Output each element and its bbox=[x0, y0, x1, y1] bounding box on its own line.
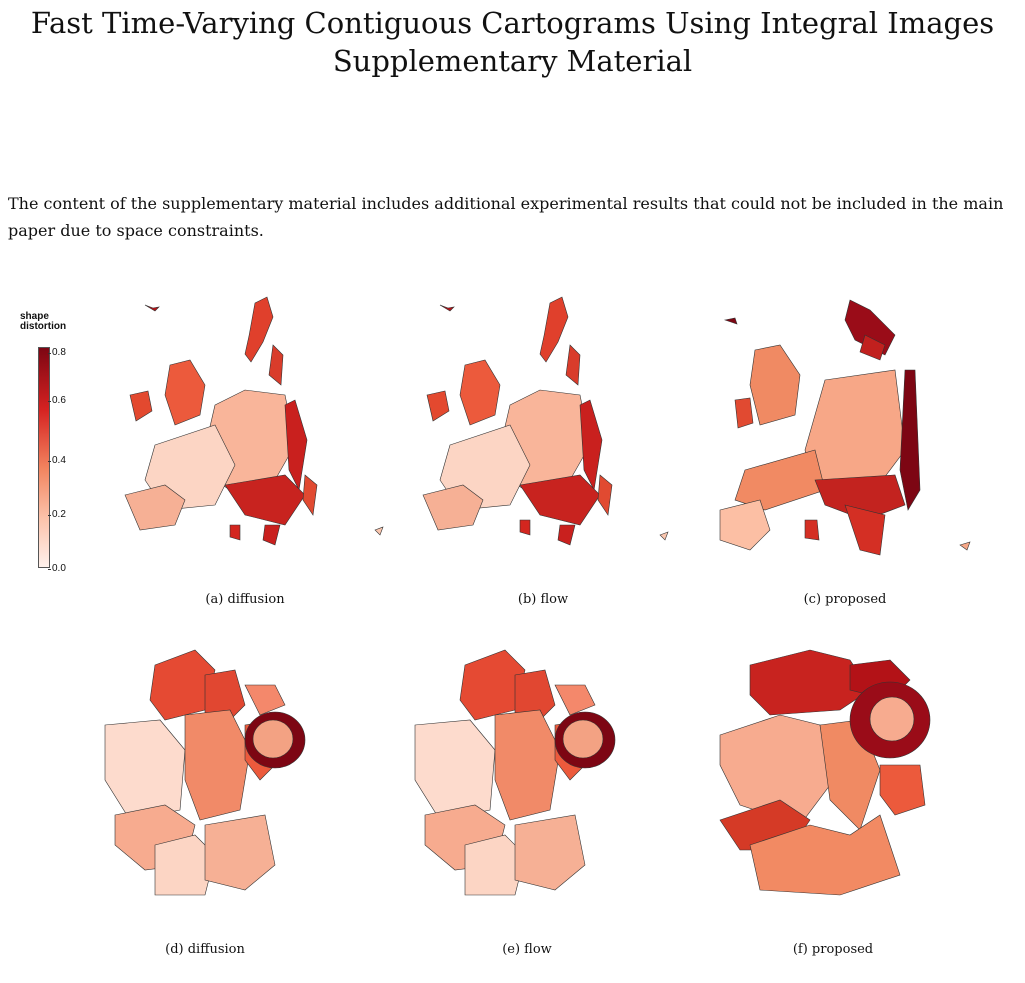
legend-tick-02: 0.2 bbox=[48, 509, 66, 520]
title-line-2: Supplementary Material bbox=[332, 44, 693, 78]
caption-d: (d) diffusion bbox=[165, 942, 245, 957]
legend-tick-00: 0.0 bbox=[48, 563, 66, 574]
map-europe-proposed bbox=[719, 299, 971, 556]
map-germany-flow bbox=[414, 649, 616, 896]
caption-e: (e) flow bbox=[502, 942, 552, 957]
legend-title-line-1: shape bbox=[20, 311, 49, 322]
caption-f: (f) proposed bbox=[792, 942, 874, 957]
legend-title-line-2: distortion bbox=[20, 321, 67, 332]
map-germany-diffusion bbox=[104, 649, 306, 896]
legend-tick-08: 0.8 bbox=[48, 347, 66, 358]
legend-tick-06: 0.6 bbox=[48, 395, 66, 406]
legend-tick-04: 0.4 bbox=[48, 455, 66, 466]
title-line-1: Fast Time-Varying Contiguous Cartograms … bbox=[30, 6, 995, 40]
map-europe-flow bbox=[422, 296, 669, 546]
intro-paragraph: The content of the supplementary materia… bbox=[8, 194, 1004, 240]
caption-c: (c) proposed bbox=[803, 592, 887, 607]
caption-b: (b) flow bbox=[517, 592, 569, 607]
caption-a: (a) diffusion bbox=[205, 592, 285, 607]
paper-title: Fast Time-Varying Contiguous Cartograms … bbox=[0, 4, 1025, 80]
map-europe-diffusion bbox=[124, 296, 384, 546]
map-germany-proposed bbox=[719, 649, 931, 896]
legend-gradient-bar bbox=[38, 347, 50, 568]
color-legend: shape distortion 0.8 0.6 0.4 0.2 0.0 bbox=[20, 312, 100, 582]
